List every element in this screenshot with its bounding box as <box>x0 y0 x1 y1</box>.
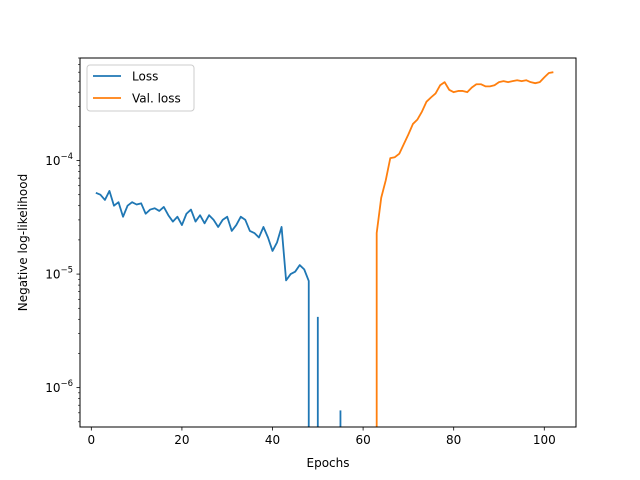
series-line-loss <box>95 190 310 427</box>
legend-label-val-loss: Val. loss <box>132 92 181 106</box>
y-tick-label: 10−4 <box>45 152 73 168</box>
series-layer <box>95 71 554 427</box>
x-tick-label: 60 <box>355 433 370 447</box>
x-tick-label: 80 <box>446 433 461 447</box>
y-tick-label: 10−6 <box>45 379 73 395</box>
x-tick-label: 0 <box>88 433 96 447</box>
x-axis-label: Epochs <box>307 456 350 470</box>
series-line-val-loss <box>375 71 554 427</box>
y-axis-label: Negative log-likelihood <box>16 174 30 311</box>
y-tick-label: 10−5 <box>45 266 73 282</box>
x-axis: 0 20 40 60 80 100 <box>88 427 556 447</box>
x-tick-label: 100 <box>533 433 556 447</box>
x-tick-label: 20 <box>174 433 189 447</box>
x-tick-label: 40 <box>265 433 280 447</box>
legend: Loss Val. loss <box>86 64 195 112</box>
legend-label-loss: Loss <box>132 70 158 84</box>
y-axis: 10−6 10−5 10−4 <box>45 57 80 423</box>
plot-frame <box>79 57 577 428</box>
